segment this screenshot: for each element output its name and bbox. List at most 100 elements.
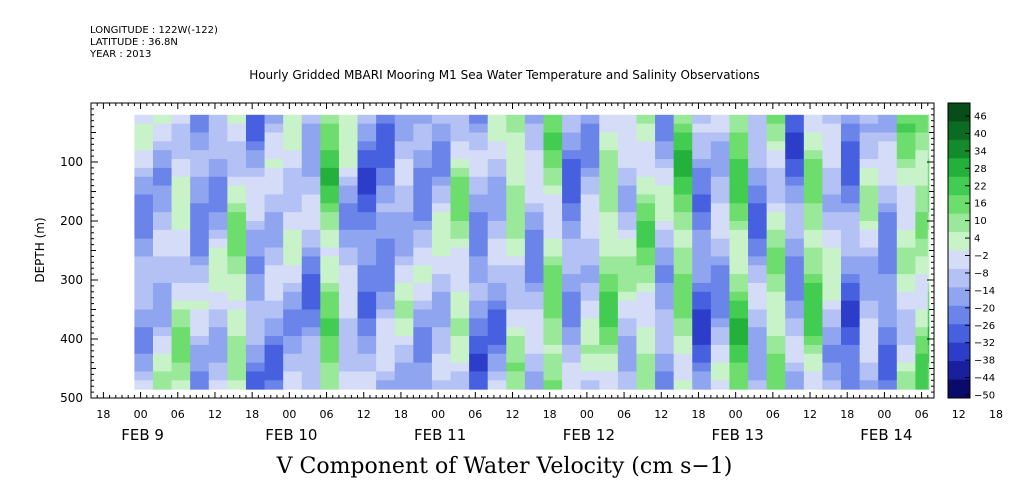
heatmap-cell <box>766 362 786 372</box>
heatmap-cell <box>636 159 656 169</box>
heatmap-cell <box>543 114 563 125</box>
heatmap-cell <box>338 221 359 231</box>
heatmap-cell <box>450 132 470 142</box>
heatmap-cell <box>152 309 173 319</box>
heatmap-cell <box>803 256 823 266</box>
heatmap-cell <box>190 221 210 231</box>
heatmap-cell <box>450 159 470 169</box>
heatmap-cell <box>376 167 396 178</box>
heatmap-cell <box>469 123 489 133</box>
heatmap-cell <box>655 247 675 257</box>
heatmap-cell <box>748 212 768 222</box>
heatmap-cell <box>729 212 749 222</box>
heatmap-cell <box>469 291 489 302</box>
heatmap-cell <box>580 362 600 372</box>
heatmap-cell <box>655 114 675 125</box>
heatmap-cell <box>450 274 470 284</box>
heatmap-cell <box>413 221 433 231</box>
heatmap-cell <box>562 141 582 151</box>
heatmap-cell <box>394 167 414 178</box>
heatmap-cell <box>927 203 930 213</box>
heatmap-cell <box>859 309 879 319</box>
heatmap-cell <box>841 229 861 240</box>
heatmap-cell <box>673 336 693 346</box>
heatmap-cell <box>506 282 526 293</box>
heatmap-cell <box>710 353 730 364</box>
heatmap-cell <box>673 238 693 249</box>
heatmap-cell <box>413 282 433 293</box>
heatmap-cell <box>599 167 619 178</box>
heatmap-cell <box>748 247 768 257</box>
heatmap-cell <box>580 159 600 169</box>
heatmap-cell <box>729 123 749 133</box>
heatmap-cell <box>580 167 600 178</box>
heatmap-cell <box>766 123 786 133</box>
heatmap-cell <box>171 194 191 204</box>
heatmap-cell <box>599 203 619 213</box>
heatmap-cell <box>394 380 414 390</box>
heatmap-cell <box>450 185 470 195</box>
heatmap-cell <box>785 256 805 266</box>
heatmap-cell <box>134 132 154 142</box>
heatmap-cell <box>766 212 786 222</box>
heatmap-cell <box>431 336 452 346</box>
heatmap-cell <box>617 291 637 302</box>
heatmap-cell <box>524 371 544 381</box>
heatmap-cell <box>190 309 210 319</box>
heatmap-cell <box>878 176 898 187</box>
heatmap-cell <box>227 247 247 257</box>
heatmap-cell <box>245 318 266 328</box>
heatmap-cell <box>692 141 712 151</box>
heatmap-cell <box>134 327 154 337</box>
y-axis: 100 200 300 400 500 <box>60 102 934 405</box>
heatmap-cell <box>803 229 823 240</box>
heatmap-cell <box>376 353 396 364</box>
heatmap-cell <box>506 114 526 125</box>
heatmap-cell <box>431 238 452 249</box>
heatmap-cell <box>729 247 749 257</box>
heatmap-cell <box>134 159 154 169</box>
heatmap-cell <box>766 300 786 310</box>
heatmap-cell <box>469 229 489 240</box>
heatmap-cell <box>748 150 768 160</box>
heatmap-cell <box>245 167 266 178</box>
heatmap-cell <box>636 229 656 240</box>
heatmap-cell <box>617 362 637 372</box>
heatmap-cell <box>487 344 507 355</box>
heatmap-cell <box>431 229 452 240</box>
heatmap-cell <box>320 327 340 337</box>
heatmap-cell <box>822 291 842 302</box>
heatmap-cell <box>208 309 228 319</box>
heatmap-cell <box>803 265 823 275</box>
heatmap-cell <box>692 203 712 213</box>
heatmap-cell <box>301 380 321 390</box>
heatmap-cell <box>729 167 749 178</box>
heatmap-cell <box>896 300 916 310</box>
heatmap-cell <box>896 309 916 319</box>
heatmap-cell <box>506 185 526 195</box>
heatmap-cell <box>785 265 805 275</box>
heatmap-cell <box>450 318 470 328</box>
heatmap-cell <box>841 282 861 293</box>
heatmap-cell <box>915 212 929 222</box>
heatmap-cell <box>841 194 861 204</box>
heatmap-cell <box>766 159 786 169</box>
heatmap-cell <box>394 229 414 240</box>
heatmap-cell <box>487 194 507 204</box>
heatmap-cell <box>506 327 526 337</box>
heatmap-cell <box>171 291 191 302</box>
heatmap-cell <box>301 159 321 169</box>
heatmap-cell <box>803 150 823 160</box>
heatmap-cell <box>636 362 656 372</box>
heatmap-cell <box>320 238 340 249</box>
heatmap-cell <box>506 203 526 213</box>
heatmap-cell <box>617 114 637 125</box>
heatmap-cell <box>710 203 730 213</box>
heatmap-cell <box>729 185 749 195</box>
heatmap-cell <box>376 274 396 284</box>
heatmap-cell <box>171 221 191 231</box>
heatmap-cell <box>580 176 600 187</box>
heatmap-cell <box>655 309 675 319</box>
heatmap-cell <box>227 291 247 302</box>
heatmap-cell <box>859 212 879 222</box>
